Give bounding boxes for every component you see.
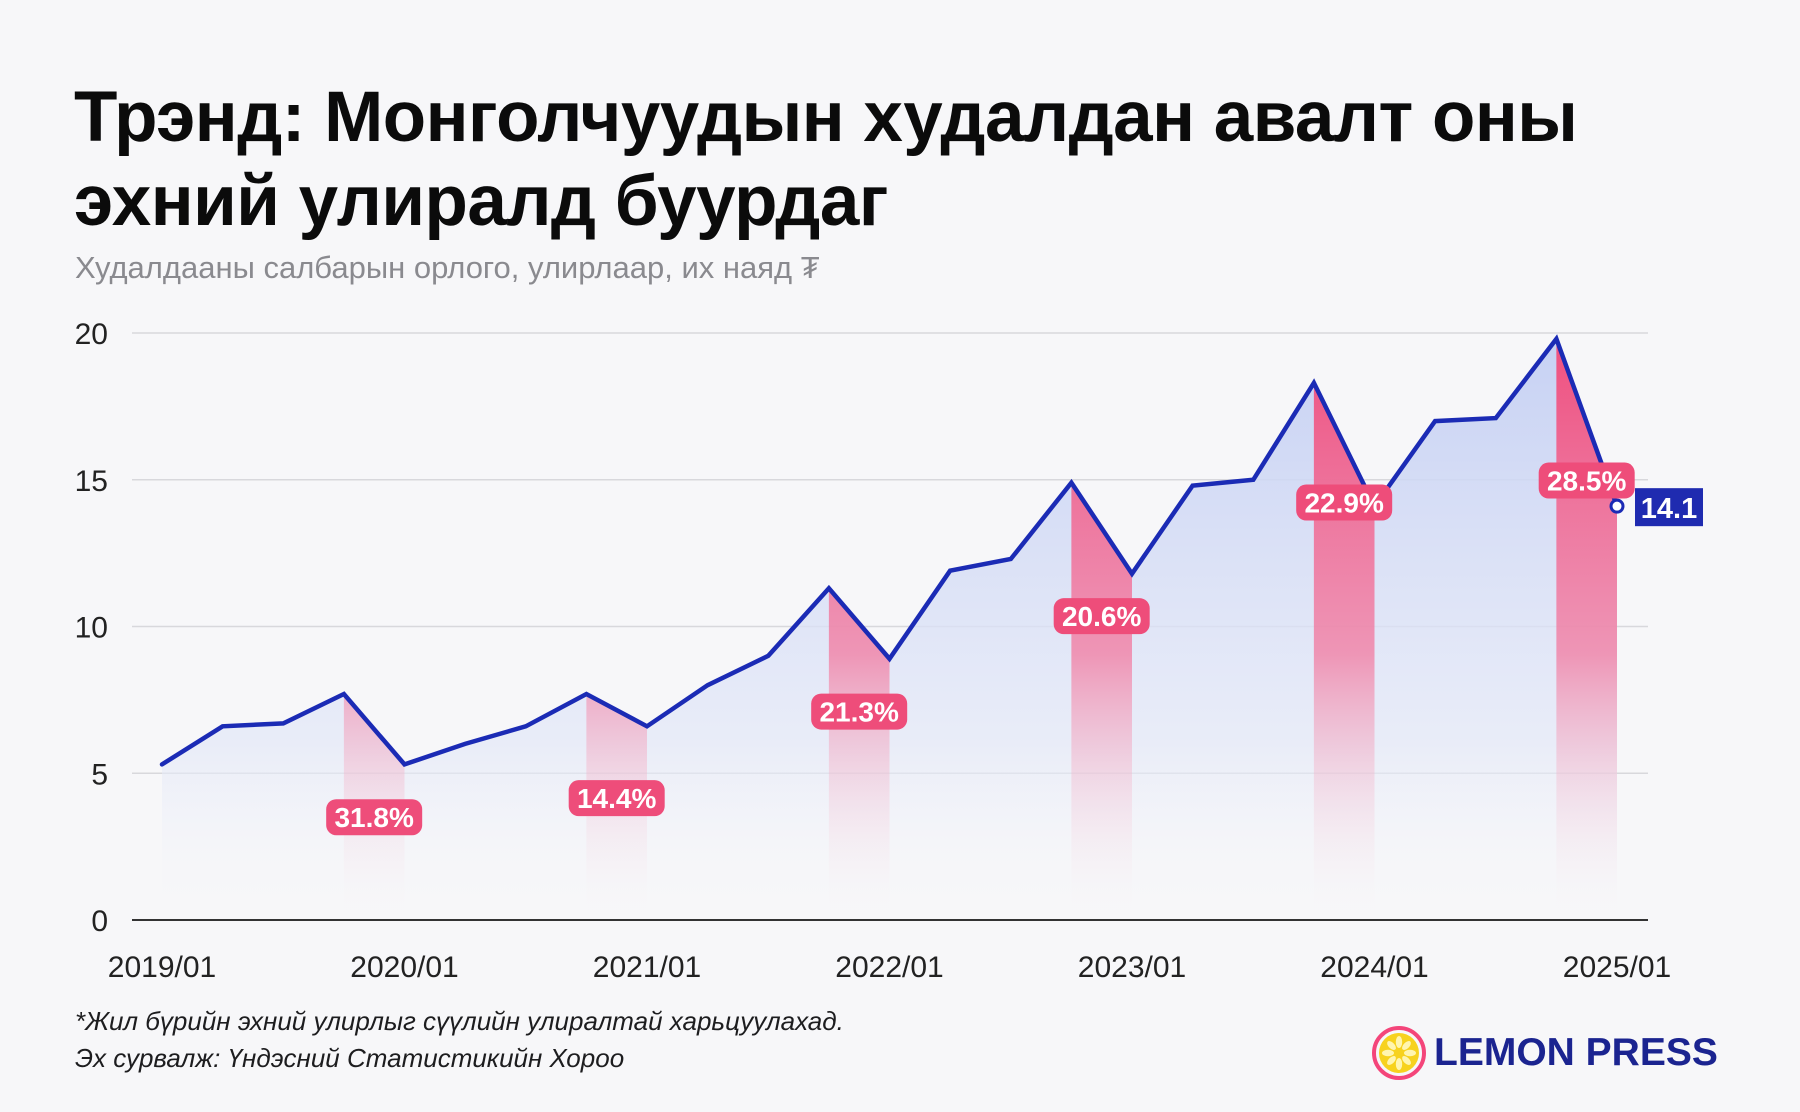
end-value-label: 14.1 <box>1641 493 1697 525</box>
y-tick-label: 0 <box>91 905 108 938</box>
y-tick-label: 20 <box>75 318 108 351</box>
footnote: *Жил бүрийн эхний улирлыг сүүлийн улирал… <box>75 1006 844 1036</box>
drop-label: 20.6% <box>1062 601 1141 632</box>
chart-title: Трэнд: Монголчуудын худалдан авалт оны э… <box>74 78 1578 241</box>
area-fill <box>162 338 1617 920</box>
x-tick-label: 2023/01 <box>1078 951 1186 984</box>
drop-label: 28.5% <box>1547 466 1626 497</box>
lemon-press-logo: LEMON PRESS <box>1372 1024 1718 1082</box>
line-chart: 0 5 10 15 20 2019/01 2020/01 2021/01 2022/01 2023… <box>75 318 1703 984</box>
end-point-marker <box>1609 498 1625 514</box>
drop-label: 14.4% <box>577 783 656 814</box>
drop-label-bg <box>811 693 908 730</box>
x-tick-label: 2025/01 <box>1563 951 1671 984</box>
drop-band <box>828 588 890 920</box>
x-tick-label: 2024/01 <box>1320 951 1428 984</box>
drop-band <box>1313 382 1375 920</box>
x-tick-label: 2019/01 <box>108 951 216 984</box>
drop-label-bg <box>1053 598 1150 635</box>
drop-label: 21.3% <box>819 697 898 728</box>
lemon-icon <box>1372 1026 1426 1080</box>
drop-label-bg <box>326 799 423 836</box>
y-tick-label: 15 <box>75 465 108 498</box>
chart-subtitle: Худалдааны салбарын орлого, улирлаар, их… <box>75 250 820 285</box>
drop-label-bg <box>1538 462 1635 499</box>
y-tick-label: 5 <box>91 758 108 791</box>
source-note: Эх сурвалж: Үндэсний Статистикийн Хороо <box>75 1043 625 1073</box>
drop-label: 31.8% <box>334 802 413 833</box>
chart-footer: *Жил бүрийн эхний улирлыг сүүлийн улирал… <box>75 1003 844 1077</box>
logo-text: LEMON PRESS <box>1434 1031 1718 1074</box>
end-value-bg <box>1635 488 1703 527</box>
x-tick-label: 2022/01 <box>835 951 943 984</box>
x-tick-label: 2020/01 <box>350 951 458 984</box>
drop-label-bg <box>568 780 665 817</box>
x-tick-label: 2021/01 <box>593 951 701 984</box>
drop-label-bg <box>1296 484 1393 521</box>
y-tick-label: 10 <box>75 612 108 645</box>
drop-band <box>1071 482 1132 920</box>
drop-label: 22.9% <box>1304 488 1383 519</box>
